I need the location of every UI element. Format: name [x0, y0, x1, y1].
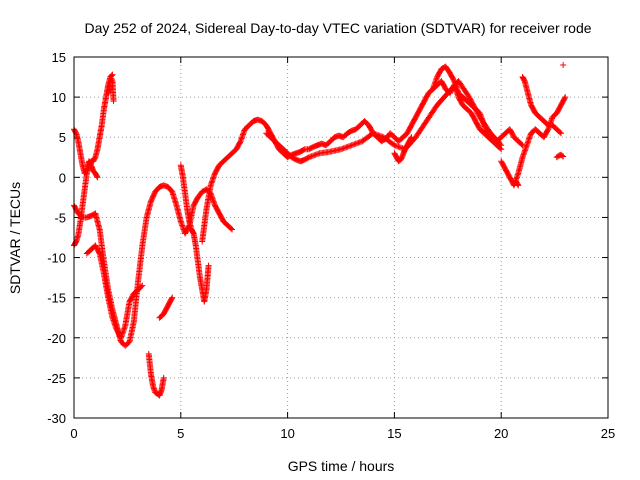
- plot-frame: [73, 56, 609, 419]
- y-tick-label: 10: [52, 90, 66, 105]
- data-point: [311, 152, 318, 159]
- data-point: [558, 130, 565, 137]
- x-axis-title: GPS time / hours: [288, 458, 395, 474]
- data-point: [485, 134, 492, 141]
- data-point: [519, 142, 526, 149]
- data-point: [93, 173, 100, 180]
- data-point: [305, 154, 312, 161]
- marks-layer: [71, 62, 569, 399]
- data-point: [110, 98, 117, 105]
- data-point: [347, 142, 354, 149]
- data-point: [390, 141, 397, 148]
- data-point: [109, 71, 116, 78]
- data-point: [227, 225, 234, 232]
- data-point: [559, 152, 566, 159]
- data-point: [355, 139, 362, 146]
- data-point: [396, 144, 403, 151]
- data-point: [308, 153, 315, 160]
- data-point: [394, 143, 401, 150]
- data-point: [514, 181, 521, 188]
- data-point: [375, 132, 382, 139]
- data-point: [307, 153, 314, 160]
- data-point: [498, 142, 505, 149]
- data-point: [344, 143, 351, 150]
- data-point: [407, 135, 414, 142]
- data-point: [139, 282, 146, 289]
- data-point: [205, 262, 212, 269]
- y-tick-label: -30: [47, 411, 66, 426]
- data-point: [374, 131, 381, 138]
- x-tick-label: 15: [387, 426, 401, 441]
- y-tick-label: -20: [47, 331, 66, 346]
- data-point: [515, 182, 522, 189]
- data-point: [309, 152, 316, 159]
- tick-layer: 0 5 10 15 20 25 -30 -25 -20 -15 -10 -5 0 5 10 15: [47, 50, 615, 441]
- data-point: [560, 153, 567, 160]
- data-point: [370, 130, 377, 137]
- data-point: [169, 294, 176, 301]
- data-point: [371, 130, 378, 137]
- x-tick-label: 20: [494, 426, 508, 441]
- data-point: [408, 134, 415, 141]
- data-point: [395, 143, 402, 150]
- y-tick-label: 0: [59, 170, 66, 185]
- x-tick-label: 5: [177, 426, 184, 441]
- data-point: [556, 129, 563, 136]
- data-point: [346, 143, 353, 150]
- data-point: [376, 132, 383, 139]
- data-point: [138, 283, 145, 290]
- data-point: [315, 150, 322, 157]
- y-tick-label: -25: [47, 371, 66, 386]
- data-point: [356, 139, 363, 146]
- x-tick-label: 10: [280, 426, 294, 441]
- data-point: [391, 142, 398, 149]
- data-point: [160, 374, 167, 381]
- data-point: [340, 145, 347, 152]
- data-point: [379, 133, 386, 140]
- data-point: [350, 141, 357, 148]
- data-point: [348, 142, 355, 149]
- data-point: [312, 151, 319, 158]
- data-point: [354, 140, 361, 147]
- y-tick-label: 5: [59, 130, 66, 145]
- data-point: [343, 144, 350, 151]
- data-point: [313, 151, 320, 158]
- data-point: [168, 295, 175, 302]
- data-point: [562, 94, 569, 101]
- data-point: [96, 249, 103, 256]
- y-tick-label: 15: [52, 50, 66, 65]
- data-point: [338, 146, 344, 153]
- y-tick-label: -5: [54, 210, 66, 225]
- data-point: [392, 142, 399, 149]
- data-point: [518, 141, 525, 148]
- data-point: [351, 141, 358, 148]
- x-tick-label: 25: [601, 426, 615, 441]
- data-point: [378, 133, 385, 140]
- data-point: [339, 145, 346, 152]
- data-point: [560, 62, 567, 69]
- data-point: [342, 144, 349, 151]
- data-point: [497, 141, 504, 148]
- data-point: [372, 131, 379, 138]
- data-point: [352, 140, 359, 147]
- data-point: [466, 95, 473, 102]
- data-point: [108, 76, 115, 83]
- data-point: [466, 94, 473, 101]
- data-point: [561, 95, 568, 102]
- chart-title: Day 252 of 2024, Sidereal Day-to-day VTE…: [84, 20, 591, 36]
- data-point: [358, 138, 365, 145]
- x-tick-label: 0: [70, 426, 77, 441]
- data-point: [94, 174, 101, 181]
- data-point: [229, 226, 236, 233]
- y-tick-label: -10: [47, 251, 66, 266]
- y-tick-label: -15: [47, 291, 66, 306]
- y-axis-title: SDTVAR / TECUs: [7, 182, 23, 294]
